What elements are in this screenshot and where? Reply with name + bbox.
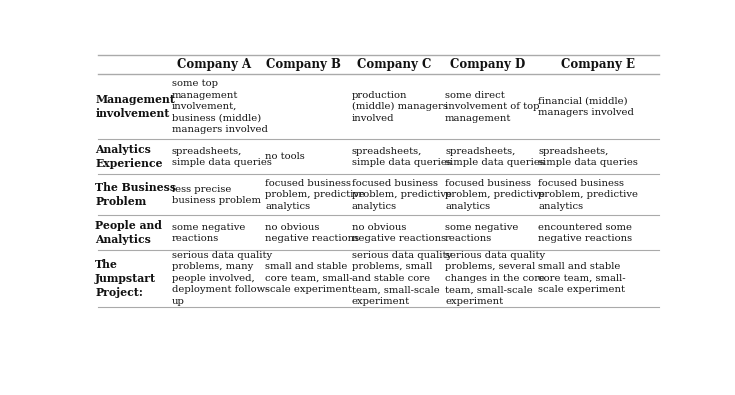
Text: small and stable
core team, small-
scale experiment: small and stable core team, small- scale… bbox=[539, 262, 626, 294]
Text: Analytics
Experience: Analytics Experience bbox=[96, 144, 162, 169]
Text: Company C: Company C bbox=[356, 58, 431, 71]
Text: focused business
problem, predictive
analytics: focused business problem, predictive ana… bbox=[265, 179, 365, 211]
Text: financial (middle)
managers involved: financial (middle) managers involved bbox=[539, 96, 634, 117]
Text: Company B: Company B bbox=[266, 58, 341, 71]
Text: People and
Analytics: People and Analytics bbox=[96, 220, 162, 245]
Text: some negative
reactions: some negative reactions bbox=[445, 222, 518, 243]
Text: serious data quality
problems, many
people involved,
deployment follow-
up: serious data quality problems, many peop… bbox=[171, 251, 272, 306]
Text: encountered some
negative reactions: encountered some negative reactions bbox=[539, 222, 633, 243]
Text: production
(middle) managers
involved: production (middle) managers involved bbox=[351, 90, 448, 122]
Text: some top
management
involvement,
business (middle)
managers involved: some top management involvement, busines… bbox=[171, 79, 268, 134]
Text: focused business
problem, predictive
analytics: focused business problem, predictive ana… bbox=[445, 179, 545, 211]
Text: no obvious
negative reactions: no obvious negative reactions bbox=[265, 222, 359, 243]
Text: The Business
Problem: The Business Problem bbox=[96, 182, 176, 207]
Text: some negative
reactions: some negative reactions bbox=[171, 222, 245, 243]
Text: Company E: Company E bbox=[561, 58, 635, 71]
Text: focused business
problem, predictive
analytics: focused business problem, predictive ana… bbox=[351, 179, 451, 211]
Text: spreadsheets,
simple data queries: spreadsheets, simple data queries bbox=[445, 147, 545, 167]
Text: Company A: Company A bbox=[176, 58, 251, 71]
Text: small and stable
core team, small-
scale experiment: small and stable core team, small- scale… bbox=[265, 262, 353, 294]
Text: serious data quality
problems, small
and stable core
team, small-scale
experimen: serious data quality problems, small and… bbox=[351, 251, 452, 306]
Text: The
Jumpstart
Project:: The Jumpstart Project: bbox=[96, 259, 157, 298]
Text: spreadsheets,
simple data queries: spreadsheets, simple data queries bbox=[351, 147, 451, 167]
Text: Company D: Company D bbox=[450, 58, 525, 71]
Text: some direct
involvement of top
management: some direct involvement of top managemen… bbox=[445, 90, 539, 122]
Text: serious data quality
problems, several
changes in the core
team, small-scale
exp: serious data quality problems, several c… bbox=[445, 251, 545, 306]
Text: focused business
problem, predictive
analytics: focused business problem, predictive ana… bbox=[539, 179, 639, 211]
Text: spreadsheets,
simple data queries: spreadsheets, simple data queries bbox=[171, 147, 271, 167]
Text: no tools: no tools bbox=[265, 152, 305, 161]
Text: less precise
business problem: less precise business problem bbox=[171, 184, 261, 205]
Text: Management
involvement: Management involvement bbox=[96, 94, 175, 119]
Text: no obvious
negative reactions: no obvious negative reactions bbox=[351, 222, 445, 243]
Text: spreadsheets,
simple data queries: spreadsheets, simple data queries bbox=[539, 147, 638, 167]
